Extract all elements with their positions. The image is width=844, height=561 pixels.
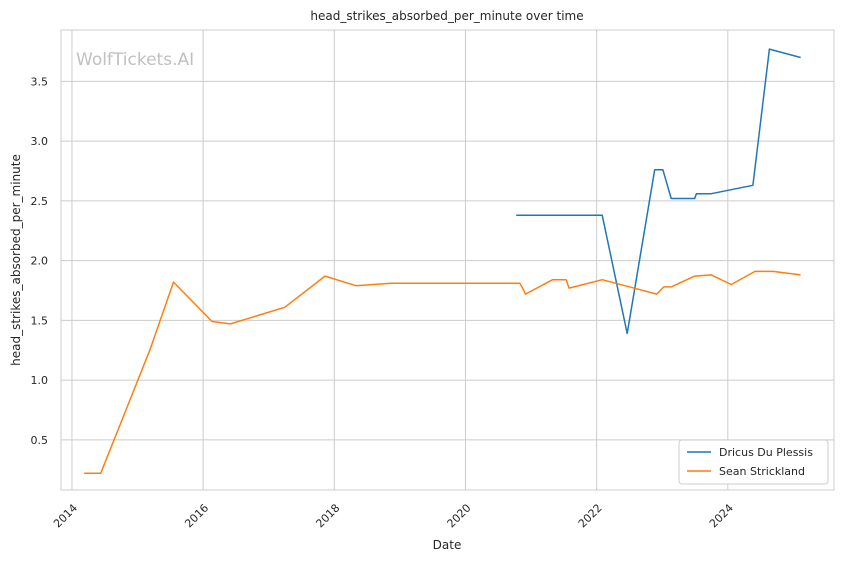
x-axis-label: Date (433, 538, 462, 552)
y-tick-label-1.0: 1.0 (31, 374, 49, 387)
legend-label-sean-strickland: Sean Strickland (719, 465, 805, 478)
series-line-sean-strickland (84, 270, 801, 475)
y-tick-label-3.5: 3.5 (31, 75, 49, 88)
x-tick-label-2014: 2014 (51, 501, 80, 530)
legend-box (678, 439, 829, 485)
x-tick-label-2020: 2020 (445, 501, 474, 530)
y-axis-label: head_strikes_absorbed_per_minute (9, 154, 23, 366)
series-line-dricus-du-plessis (516, 48, 801, 335)
x-tick-label-2018: 2018 (313, 501, 342, 530)
x-tick-label-2022: 2022 (576, 501, 605, 530)
plot-area (60, 29, 835, 491)
series-lines (84, 48, 801, 475)
legend-label-dricus-du-plessis: Dricus Du Plessis (719, 446, 813, 459)
y-tick-label-2.0: 2.0 (31, 255, 49, 268)
grid-lines (61, 30, 834, 490)
x-tick-label-2024: 2024 (707, 501, 736, 530)
y-tick-label-2.5: 2.5 (31, 195, 49, 208)
legend: Dricus Du Plessis Sean Strickland (678, 439, 829, 485)
y-tick-label-3.0: 3.0 (31, 135, 49, 148)
x-tick-label-2016: 2016 (182, 501, 211, 530)
y-tick-label-0.5: 0.5 (31, 434, 49, 447)
watermark: WolfTickets.AI (76, 50, 194, 70)
y-tick-label-1.5: 1.5 (31, 314, 49, 327)
chart-title: head_strikes_absorbed_per_minute over ti… (310, 9, 583, 23)
